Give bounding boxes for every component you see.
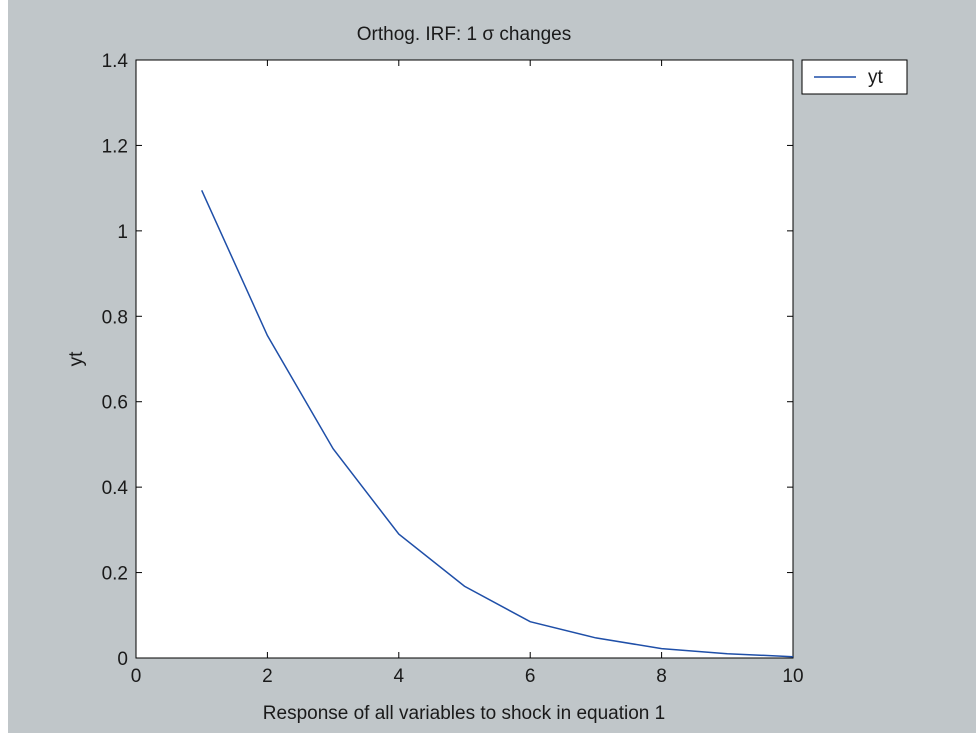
x-tick-label: 10 [782, 666, 803, 687]
legend: yt [801, 59, 908, 95]
y-tick-label: 0 [117, 649, 128, 670]
y-tick-label: 0.2 [102, 564, 128, 585]
y-axis-ticks: 0 0.2 0.4 0.6 0.8 1 1.2 1.4 [102, 51, 793, 670]
plot-area [135, 59, 794, 659]
irf-chart: Orthog. IRF: 1 σ changes 0 0.2 0.4 0.6 0.8 1 1… [66, 24, 908, 724]
x-tick-label: 0 [131, 666, 142, 687]
x-tick-label: 2 [262, 666, 273, 687]
y-tick-label: 1.4 [102, 51, 129, 72]
x-axis-label: Response of all variables to shock in eq… [263, 703, 665, 724]
y-axis-label: yt [66, 351, 87, 367]
series-line-yt [201, 189, 794, 658]
y-tick-label: 1.2 [102, 136, 128, 157]
figure-window: Orthog. IRF: 1 σ changes 0 0.2 0.4 0.6 0.8 1 1… [8, 0, 976, 733]
y-tick-label: 0.6 [102, 393, 128, 414]
y-tick-label: 0.4 [102, 478, 129, 499]
legend-label-yt: yt [868, 67, 884, 88]
x-axis-ticks: 0 2 4 6 8 10 [131, 60, 804, 687]
chart-title: Orthog. IRF: 1 σ changes [357, 24, 572, 45]
y-tick-label: 1 [117, 222, 128, 243]
x-tick-label: 8 [656, 666, 667, 687]
x-tick-label: 4 [394, 666, 405, 687]
series-layer [201, 189, 794, 658]
y-tick-label: 0.8 [102, 307, 128, 328]
x-tick-label: 6 [525, 666, 536, 687]
